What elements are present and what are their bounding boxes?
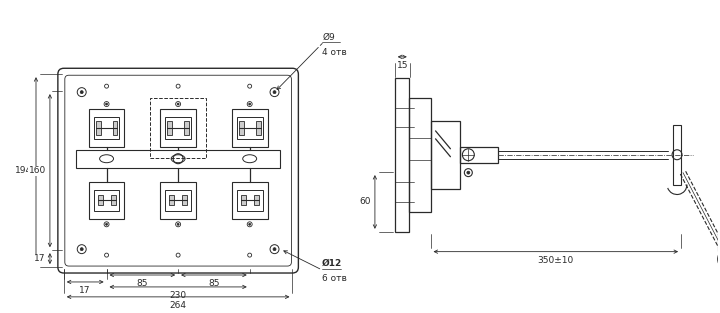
Bar (184, 121, 189, 135)
Circle shape (467, 171, 470, 174)
Text: 85: 85 (208, 279, 220, 288)
Text: 194: 194 (15, 166, 32, 175)
Circle shape (273, 91, 276, 94)
Bar (431, 121, 460, 188)
Text: 264: 264 (170, 301, 186, 310)
Bar (161, 182, 196, 219)
Circle shape (80, 248, 84, 251)
Bar (240, 196, 246, 205)
Bar (94, 117, 120, 139)
Bar (232, 109, 268, 147)
Circle shape (106, 103, 107, 105)
Circle shape (80, 91, 84, 94)
Circle shape (273, 248, 276, 251)
Text: 17: 17 (35, 254, 46, 263)
Bar (165, 190, 191, 211)
Text: 6 отв: 6 отв (323, 274, 347, 283)
Bar (96, 121, 101, 135)
Bar (673, 125, 681, 185)
Bar (89, 182, 125, 219)
Text: 230: 230 (169, 291, 186, 300)
Bar (395, 78, 409, 232)
Bar (718, 233, 720, 251)
Bar (112, 121, 117, 135)
Text: 350±10: 350±10 (538, 256, 574, 264)
Text: Ø9: Ø9 (323, 33, 335, 41)
Bar (161, 109, 196, 147)
Bar (182, 196, 187, 205)
Text: Ø12: Ø12 (323, 259, 343, 268)
Text: 17: 17 (79, 286, 91, 295)
Text: 15: 15 (397, 61, 408, 70)
Circle shape (248, 223, 251, 225)
Bar (150, 98, 206, 158)
Bar (169, 196, 174, 205)
Text: 4 отв: 4 отв (323, 49, 347, 57)
Bar (111, 196, 115, 205)
Bar (239, 121, 243, 135)
Bar (256, 121, 261, 135)
Bar (94, 190, 120, 211)
Bar (237, 190, 263, 211)
Bar (89, 109, 125, 147)
Text: 60: 60 (359, 198, 371, 207)
Circle shape (106, 223, 107, 225)
Bar (253, 196, 258, 205)
Bar (165, 117, 191, 139)
Circle shape (177, 223, 179, 225)
Bar (167, 121, 172, 135)
Bar (409, 98, 431, 212)
Bar (237, 117, 263, 139)
Text: 160: 160 (29, 166, 46, 175)
Bar (232, 182, 268, 219)
Bar (76, 150, 281, 168)
Bar (98, 196, 102, 205)
Bar (460, 147, 498, 163)
Circle shape (248, 103, 251, 105)
Circle shape (177, 103, 179, 105)
Text: 85: 85 (137, 279, 148, 288)
